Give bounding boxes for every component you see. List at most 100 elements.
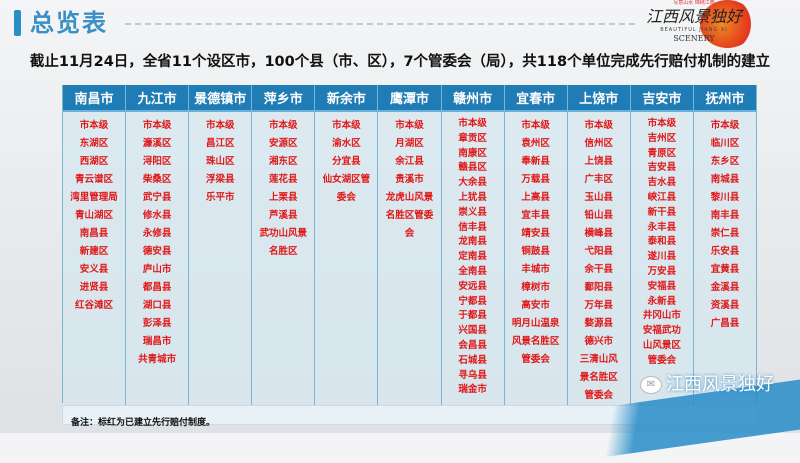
logo-en-line1: BEAUTIFUL JIANG XI	[660, 27, 728, 33]
unit-item: 市本级	[584, 120, 614, 131]
unit-item: 遂川县	[647, 251, 677, 263]
unit-item: 南丰县	[710, 210, 740, 221]
unit-item: 市本级	[647, 118, 677, 129]
unit-item: 永修县	[142, 228, 172, 239]
unit-item: 瑞昌市	[142, 336, 172, 347]
unit-item: 月湖区	[395, 138, 424, 149]
unit-item: 青云谱区	[75, 174, 114, 185]
table-column: 景德镇市 市本级 昌江区 珠山区 浮梁县 乐平市	[189, 85, 253, 405]
unit-item: 彭泽县	[142, 318, 172, 329]
unit-item: 德兴市	[584, 336, 614, 347]
column-header: 景德镇市	[189, 85, 252, 112]
unit-item: 安义县	[79, 264, 109, 275]
logo-text-stack: 写意山水 锦绣江西 江西风景独好 BEAUTIFUL JIANG XI SCEN…	[646, 0, 742, 44]
logo-en-line2: SCENERY	[673, 34, 715, 43]
unit-item: 管委会	[584, 390, 614, 401]
title-accent-bar	[14, 10, 21, 36]
unit-item: 管委会	[521, 354, 550, 365]
unit-item: 万安县	[647, 265, 677, 277]
unit-item: 全南县	[458, 265, 487, 277]
unit-item: 于都县	[458, 310, 487, 322]
unit-item: 宜黄县	[710, 264, 740, 275]
unit-item: 寻乌县	[458, 369, 487, 381]
watermark-text: 江西风景独好	[666, 374, 774, 395]
unit-item: 仙女湖区管	[322, 174, 371, 185]
unit-item: 渝水区	[332, 138, 361, 149]
unit-item: 龙南县	[458, 236, 487, 248]
unit-item: 上犹县	[458, 191, 487, 203]
unit-item: 上饶县	[584, 156, 614, 167]
unit-item: 吉州区	[647, 132, 677, 144]
unit-item: 管委会	[647, 354, 677, 366]
unit-item: 樟树市	[521, 282, 550, 293]
column-items: 市本级 昌江区 珠山区 浮梁县 乐平市	[189, 112, 251, 207]
unit-item: 明月山温泉	[511, 318, 560, 329]
logo-text: 江西风景独好	[646, 7, 743, 26]
column-items: 市本级 章贡区 南康区 赣县区 大余县 上犹县 崇义县 信丰县 龙南县 定南县 全南县 安远县 宁都县于…	[442, 112, 504, 398]
unit-item: 市本级	[332, 120, 361, 131]
unit-item: 永新县	[647, 295, 677, 307]
unit-item: 青山湖区	[75, 210, 114, 221]
unit-item: 横峰县	[584, 228, 614, 239]
column-items: 市本级 吉州区 青原区 吉安县 吉水县 峡江县 新干县 永丰县 泰和县 遂川县 万安县 安福县 永新县井…	[631, 112, 693, 369]
table-column: 赣州市 市本级 章贡区 南康区 赣县区 大余县 上犹县 崇义县 信丰县 龙南县 定南县 全南县 安远县宁…	[441, 85, 505, 405]
table-column: 抚州市 市本级 临川区 东乡区 南城县 黎川县 南丰县 崇仁县 乐安县 宜黄县 金溪县 资溪县 广昌县	[693, 85, 757, 405]
unit-item: 红谷滩区	[75, 300, 114, 311]
table-column: 宜春市 市本级 袁州区 奉新县 万载县 上高县 宜丰县 靖安县 铜鼓县 丰城市 樟树市 高安市 明月山温…	[504, 85, 568, 405]
unit-item: 崇仁县	[710, 228, 740, 239]
column-header: 南昌市	[63, 85, 126, 112]
column-header: 抚州市	[693, 85, 756, 112]
column-header: 上饶市	[567, 85, 630, 112]
unit-item: 黎川县	[710, 192, 740, 203]
column-items: 市本级 信州区 上饶县 广丰区 玉山县 铅山县 横峰县 弋阳县 余干县 鄱阳县 万年县 婺源县 德兴市三…	[568, 112, 630, 405]
unit-item: 庐山市	[142, 264, 172, 275]
logo: 写意山水 锦绣江西 江西风景独好 BEAUTIFUL JIANG XI SCEN…	[640, 0, 795, 50]
unit-item: 龙虎山风景	[385, 192, 434, 203]
unit-item: 玉山县	[584, 192, 614, 203]
unit-item: 市本级	[205, 120, 235, 131]
unit-item: 南昌县	[79, 228, 109, 239]
unit-item: 赣县区	[458, 162, 487, 174]
unit-item: 余江县	[395, 156, 424, 167]
unit-item: 峡江县	[647, 191, 677, 203]
unit-item: 芦溪县	[269, 210, 298, 221]
unit-item: 乐安县	[710, 246, 740, 257]
unit-item: 珠山区	[205, 156, 235, 167]
unit-item: 东乡区	[710, 156, 740, 167]
unit-item: 分宜县	[332, 156, 361, 167]
unit-item: 进贤县	[79, 282, 109, 293]
unit-item: 泰和县	[647, 236, 677, 248]
summary-text: 截止11月24日，全省11个设区市，100个县（市、区），7个管委会（局），共1…	[29, 54, 771, 70]
unit-item: 贵溪市	[395, 174, 424, 185]
unit-item: 浔阳区	[142, 156, 172, 167]
unit-item: 东湖区	[79, 138, 109, 149]
unit-item: 安福县	[647, 280, 677, 292]
unit-item: 都昌县	[142, 282, 172, 293]
unit-item: 铜鼓县	[521, 246, 550, 257]
unit-item: 三清山风	[579, 354, 618, 365]
unit-item: 濂溪区	[142, 138, 172, 149]
table-column: 萍乡市 市本级 安源区 湘东区 莲花县 上栗县 芦溪县 武功山风景 名胜区	[252, 85, 316, 405]
unit-item: 婺源县	[584, 318, 614, 329]
logo-emblem	[700, 0, 755, 48]
unit-item: 湾里管理局	[70, 192, 118, 203]
unit-item: 崇义县	[458, 206, 487, 218]
unit-item: 吉安县	[647, 162, 677, 174]
column-header: 鹰潭市	[378, 85, 441, 112]
unit-item: 广昌县	[710, 318, 740, 329]
column-header: 九江市	[126, 85, 189, 112]
unit-item: 安远县	[458, 280, 487, 292]
table-column: 上饶市 市本级 信州区 上饶县 广丰区 玉山县 铅山县 横峰县 弋阳县 余干县 鄱阳县 万年县 婺源县德…	[567, 85, 631, 405]
column-header: 赣州市	[441, 85, 504, 112]
unit-item: 共青城市	[138, 354, 177, 365]
unit-item: 昌江区	[205, 138, 235, 149]
unit-item: 余干县	[584, 264, 614, 275]
table-column: 南昌市 市本级 东湖区 西湖区 青云谱区 湾里管理局 青山湖区 南昌县 新建区 安义县 进贤县 红谷滩…	[63, 85, 127, 405]
unit-item: 上栗县	[269, 192, 298, 203]
table-column: 吉安市 市本级 吉州区 青原区 吉安县 吉水县 峡江县 新干县 永丰县 泰和县 遂川县 万安县 安福县永…	[630, 85, 694, 405]
footnote: 备注：标红为已建立先行赔付制度。	[71, 418, 216, 428]
unit-item: 定南县	[458, 251, 487, 263]
unit-item: 武宁县	[142, 192, 172, 203]
unit-item: 宜丰县	[521, 210, 550, 221]
table-column: 新余市 市本级 渝水区 分宜县 仙女湖区管 委会	[315, 85, 379, 405]
